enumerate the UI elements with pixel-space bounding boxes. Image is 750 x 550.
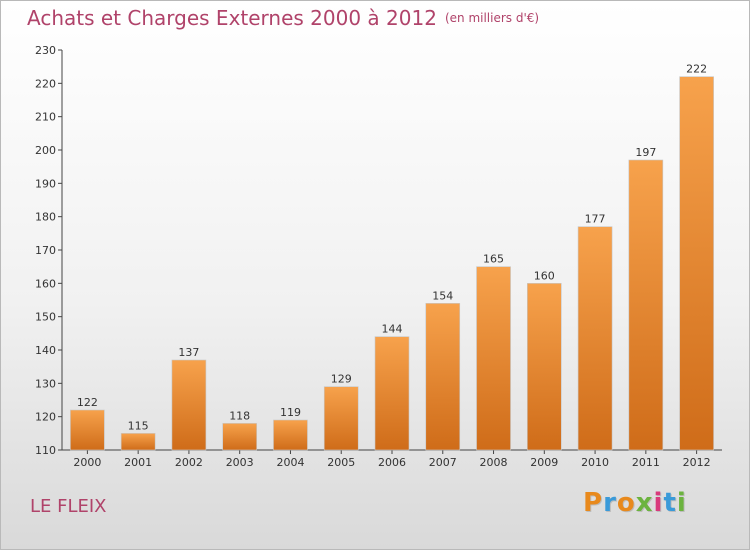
x-tick-label: 2005 (327, 456, 355, 469)
y-tick-label: 220 (35, 77, 56, 90)
logo-letter: x (635, 488, 654, 518)
logo-letter: P (583, 488, 604, 518)
x-tick-label: 2008 (480, 456, 508, 469)
y-tick-label: 110 (35, 444, 56, 457)
title-unit: (en milliers d'€) (444, 11, 540, 25)
y-tick-label: 180 (35, 211, 56, 224)
bar-2012 (679, 76, 714, 451)
x-tick-label: 2000 (73, 456, 101, 469)
y-tick-label: 130 (35, 377, 56, 390)
bar-2010 (577, 226, 613, 451)
bar-2009 (527, 283, 562, 451)
value-label-2011: 197 (635, 146, 656, 159)
bar-2005 (323, 386, 359, 451)
x-tick-label: 2009 (530, 456, 558, 469)
value-label-2007: 154 (432, 289, 453, 302)
bar-2008 (476, 266, 511, 451)
x-tick-label: 2003 (226, 456, 254, 469)
value-label-2005: 129 (331, 373, 352, 386)
logo-letter: r (603, 488, 617, 518)
proxiti-logo: Proxiti (583, 488, 687, 518)
value-label-2004: 119 (280, 406, 301, 419)
bar-2001 (120, 433, 156, 451)
bar-2002 (171, 359, 207, 451)
y-tick-label: 190 (35, 177, 56, 190)
value-label-2008: 165 (483, 253, 504, 266)
y-tick-label: 140 (35, 344, 56, 357)
value-label-2000: 122 (77, 396, 98, 409)
x-tick-label: 2012 (683, 456, 711, 469)
y-tick-label: 230 (35, 44, 56, 57)
bar-2011 (628, 159, 664, 451)
x-tick-label: 2010 (581, 456, 609, 469)
logo-letter: i (653, 488, 664, 518)
y-tick-label: 160 (35, 277, 56, 290)
y-tick-label: 210 (35, 111, 56, 124)
bar-2007 (425, 303, 461, 451)
logo-letter: i (676, 488, 687, 518)
y-tick-label: 120 (35, 411, 56, 424)
x-tick-label: 2001 (124, 456, 152, 469)
chart-title: Achats et Charges Externes 2000 à 2012 (e… (27, 6, 539, 30)
value-label-2009: 160 (534, 269, 555, 282)
bar-2003 (222, 423, 257, 451)
value-labels: 122 115 137 118 119 129 144 154 165 160 177 197 222 (77, 63, 707, 433)
y-tick-label: 150 (35, 311, 56, 324)
y-tick-label: 170 (35, 244, 56, 257)
x-tick-label: 2004 (276, 456, 304, 469)
logo-letter: o (616, 488, 636, 518)
value-label-2003: 118 (229, 409, 250, 422)
value-label-2002: 137 (178, 346, 199, 359)
x-tick-label: 2007 (429, 456, 457, 469)
bar-2006 (374, 336, 410, 451)
value-label-2006: 144 (382, 323, 403, 336)
value-label-2010: 177 (585, 213, 606, 226)
bar-2004 (273, 419, 308, 451)
bars (70, 76, 714, 451)
x-tick-label: 2006 (378, 456, 406, 469)
commune-name: LE FLEIX (30, 496, 107, 517)
value-label-2012: 222 (686, 63, 707, 76)
x-tick-label: 2011 (632, 456, 660, 469)
x-tick-label: 2002 (175, 456, 203, 469)
logo-letter: t (663, 488, 677, 518)
bar-2000 (70, 409, 105, 451)
title-text: Achats et Charges Externes 2000 à 2012 (27, 6, 437, 30)
value-label-2001: 115 (128, 419, 149, 432)
y-tick-label: 200 (35, 144, 56, 157)
